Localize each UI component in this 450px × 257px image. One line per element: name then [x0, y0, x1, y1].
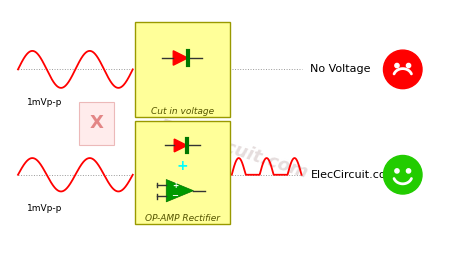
Text: 1mVp-p: 1mVp-p [27, 204, 63, 213]
Circle shape [383, 50, 422, 89]
Text: −: − [171, 191, 179, 200]
Circle shape [395, 169, 399, 173]
Polygon shape [166, 179, 194, 202]
Circle shape [395, 63, 399, 68]
Text: No Voltage: No Voltage [310, 65, 371, 74]
Text: +: + [172, 181, 178, 190]
Text: Cut in voltage: Cut in voltage [151, 107, 214, 116]
Polygon shape [174, 139, 187, 152]
Text: ElecCircuit.com: ElecCircuit.com [310, 170, 397, 180]
Text: 1mVp-p: 1mVp-p [27, 98, 63, 107]
Circle shape [406, 63, 411, 68]
FancyBboxPatch shape [79, 102, 114, 145]
FancyBboxPatch shape [135, 121, 230, 224]
Text: ElecCircuit.com: ElecCircuit.com [157, 116, 311, 182]
Circle shape [383, 155, 422, 194]
Text: OP-AMP Rectifier: OP-AMP Rectifier [145, 214, 220, 223]
Circle shape [406, 169, 411, 173]
Text: X: X [90, 114, 104, 132]
Text: +: + [176, 159, 188, 173]
Polygon shape [173, 51, 188, 65]
FancyBboxPatch shape [135, 22, 230, 117]
